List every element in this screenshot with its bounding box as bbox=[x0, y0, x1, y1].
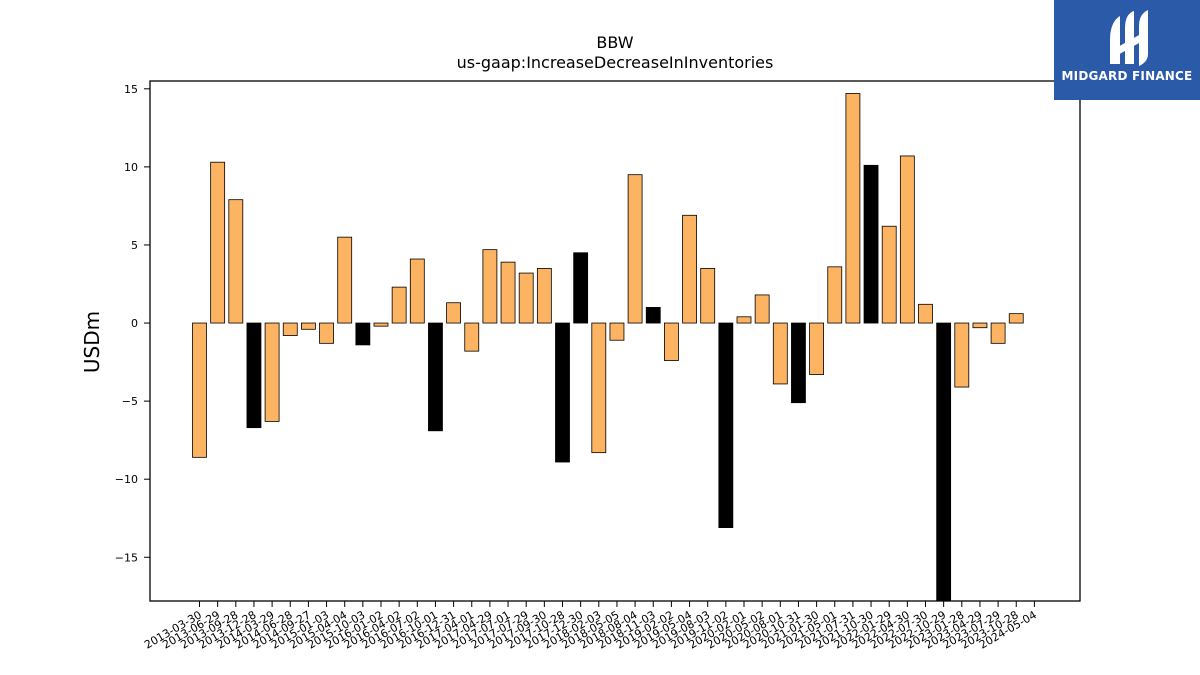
bar bbox=[754, 294, 770, 324]
bar bbox=[355, 322, 371, 346]
bar bbox=[682, 214, 697, 324]
chart-subtitle: us-gaap:IncreaseDecreaseInInventories bbox=[457, 53, 774, 72]
bar bbox=[881, 225, 897, 324]
bar bbox=[591, 322, 607, 454]
y-tick-label: 0 bbox=[131, 317, 138, 330]
plot-frame bbox=[149, 80, 1081, 602]
y-tick-label: −5 bbox=[122, 395, 138, 408]
bar bbox=[609, 322, 625, 341]
bar bbox=[536, 267, 552, 324]
brand-logo: MIDGARD FINANCE bbox=[1054, 0, 1200, 100]
y-tick-label: 5 bbox=[131, 239, 138, 252]
bar bbox=[845, 93, 861, 324]
y-axis: 15 10 5 0 −5 −10 −15 bbox=[115, 83, 150, 564]
bar bbox=[990, 322, 1006, 344]
bar bbox=[518, 272, 534, 324]
bar bbox=[228, 199, 244, 324]
bars-group bbox=[192, 93, 1024, 602]
bar bbox=[446, 302, 462, 324]
bar bbox=[573, 252, 589, 324]
bar bbox=[319, 322, 334, 344]
y-axis-label: USDm bbox=[80, 311, 104, 373]
bar bbox=[464, 322, 480, 352]
bar bbox=[718, 322, 734, 529]
bar bbox=[210, 161, 226, 324]
bar bbox=[700, 267, 716, 324]
bar bbox=[664, 322, 679, 361]
bar bbox=[899, 155, 915, 324]
bar bbox=[264, 322, 280, 422]
bar bbox=[954, 322, 970, 388]
logo-text: MIDGARD FINANCE bbox=[1061, 69, 1193, 83]
chart-title: BBW bbox=[596, 33, 633, 52]
bar bbox=[936, 322, 952, 602]
bar bbox=[972, 322, 988, 329]
bar bbox=[500, 261, 516, 324]
bar bbox=[1008, 313, 1024, 324]
x-axis: 2013-03-302013-06-292013-09-282013-12-28… bbox=[142, 601, 1039, 652]
bar bbox=[918, 303, 933, 324]
bar bbox=[409, 258, 425, 324]
bar bbox=[736, 316, 752, 324]
bar bbox=[246, 322, 262, 429]
bar bbox=[373, 322, 389, 327]
bar bbox=[482, 249, 498, 324]
bar bbox=[192, 322, 207, 458]
y-tick-label: −10 bbox=[115, 473, 138, 486]
y-tick-label: 10 bbox=[124, 161, 138, 174]
bar bbox=[300, 322, 316, 330]
bar bbox=[791, 322, 806, 404]
y-tick-label: −15 bbox=[115, 551, 138, 564]
bar bbox=[555, 322, 570, 463]
midgard-logo-icon bbox=[1110, 10, 1148, 66]
bar bbox=[645, 307, 661, 324]
bar bbox=[772, 322, 788, 385]
y-tick-label: 15 bbox=[124, 83, 138, 96]
bar bbox=[282, 322, 298, 336]
bar bbox=[627, 174, 643, 324]
bar bbox=[863, 164, 879, 324]
bar bbox=[391, 286, 407, 324]
bar bbox=[827, 266, 843, 324]
bar bbox=[428, 322, 443, 432]
bar bbox=[809, 322, 824, 375]
bar bbox=[337, 236, 353, 324]
